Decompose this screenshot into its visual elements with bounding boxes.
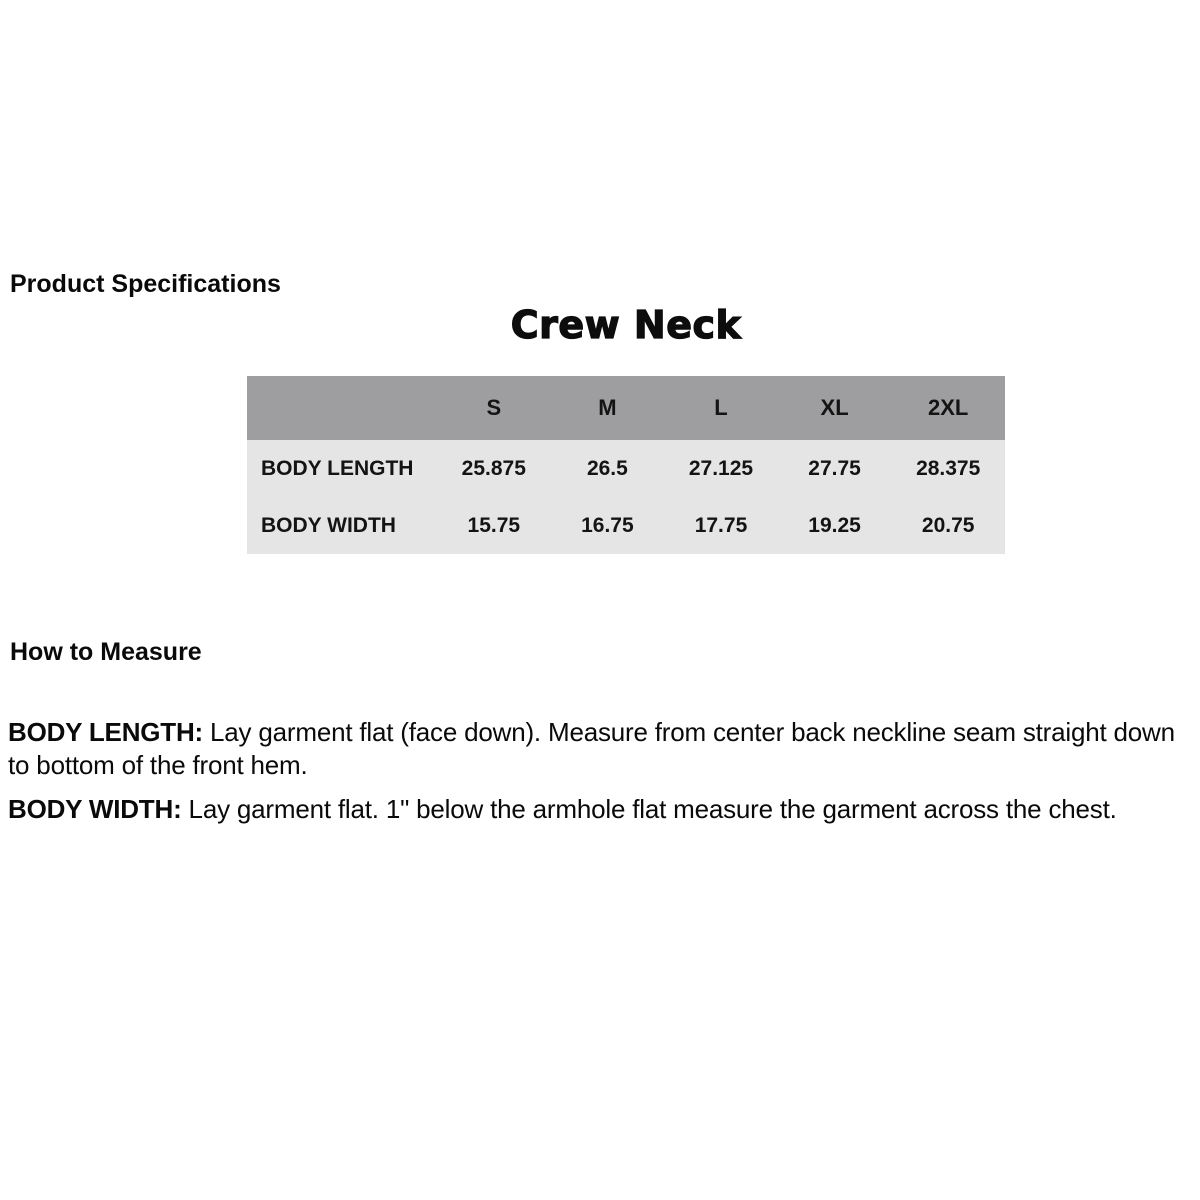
row-label-body-length: BODY LENGTH — [247, 440, 437, 497]
body-length-instruction: BODY LENGTH: Lay garment flat (face down… — [8, 716, 1198, 782]
table-row-body-width: BODY WIDTH 15.75 16.75 17.75 19.25 20.75 — [247, 497, 1005, 554]
body-length-l: 27.125 — [664, 440, 778, 497]
size-spec-table-header: S M L XL 2XL — [247, 376, 1005, 440]
row-label-body-width: BODY WIDTH — [247, 497, 437, 554]
size-spec-table-body: BODY LENGTH 25.875 26.5 27.125 27.75 28.… — [247, 440, 1005, 554]
size-header-row: S M L XL 2XL — [247, 376, 1005, 440]
body-width-xl: 19.25 — [777, 497, 892, 554]
body-length-m: 26.5 — [550, 440, 665, 497]
body-width-s: 15.75 — [437, 497, 551, 554]
size-column-m: M — [550, 376, 665, 440]
body-width-2xl: 20.75 — [891, 497, 1005, 554]
size-column-2xl: 2XL — [891, 376, 1005, 440]
body-length-2xl: 28.375 — [891, 440, 1005, 497]
body-length-instruction-term: BODY LENGTH: — [8, 717, 204, 747]
size-column-s: S — [437, 376, 551, 440]
empty-corner-cell — [247, 376, 437, 440]
how-to-measure-heading: How to Measure — [10, 638, 202, 666]
product-specifications-heading: Product Specifications — [10, 270, 281, 298]
table-row-body-length: BODY LENGTH 25.875 26.5 27.125 27.75 28.… — [247, 440, 1005, 497]
body-length-instruction-text: Lay garment flat (face down). Measure fr… — [8, 717, 1175, 780]
body-width-l: 17.75 — [664, 497, 778, 554]
measure-instructions: BODY LENGTH: Lay garment flat (face down… — [8, 716, 1198, 826]
garment-style-title: Crew Neck — [510, 302, 742, 347]
body-width-instruction: BODY WIDTH: Lay garment flat. 1" below t… — [8, 793, 1198, 826]
size-spec-table: S M L XL 2XL BODY LENGTH 25.875 26.5 27.… — [247, 376, 1005, 554]
body-width-instruction-text: Lay garment flat. 1" below the armhole f… — [181, 794, 1117, 824]
size-column-l: L — [664, 376, 778, 440]
body-length-xl: 27.75 — [777, 440, 892, 497]
size-column-xl: XL — [777, 376, 892, 440]
body-length-s: 25.875 — [437, 440, 551, 497]
body-width-instruction-term: BODY WIDTH: — [8, 794, 182, 824]
body-width-m: 16.75 — [550, 497, 665, 554]
